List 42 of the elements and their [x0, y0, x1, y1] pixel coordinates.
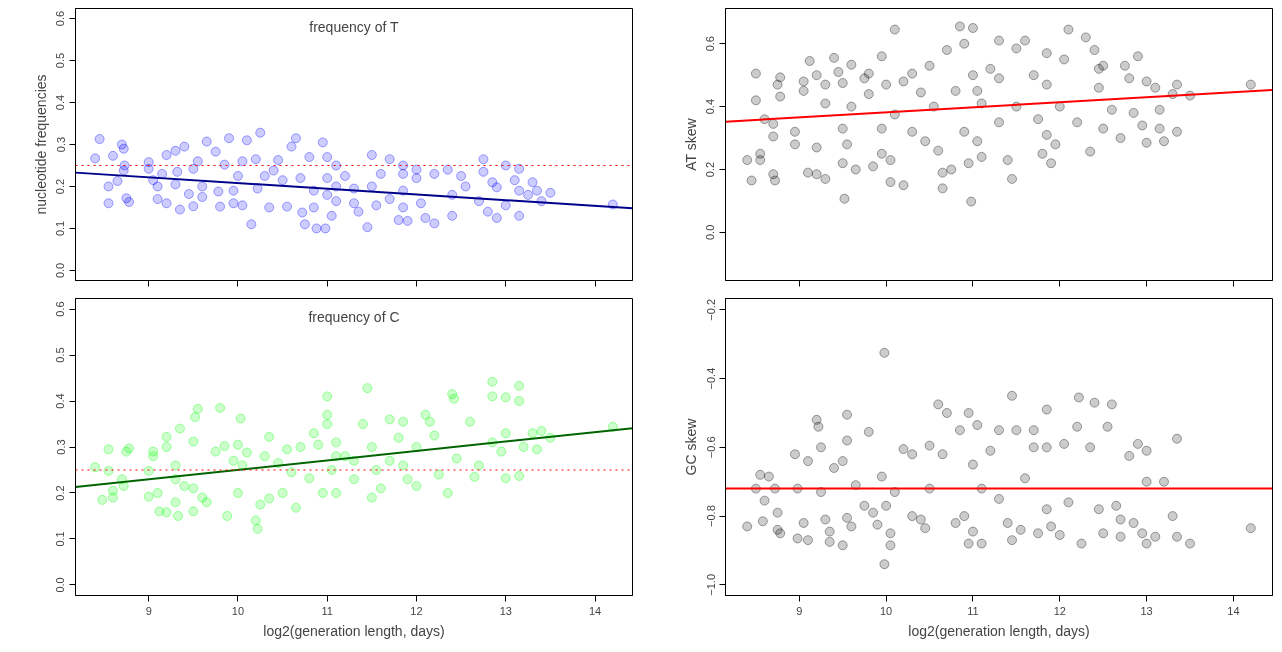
y-tick-label: 0.1 [54, 531, 67, 547]
x-axis-title: log2(generation length, days) [908, 622, 1090, 639]
y-tick-label: 0.5 [54, 347, 67, 363]
y-tick-label: 0.6 [54, 10, 67, 27]
y-tick-label: −1.0 [704, 573, 717, 596]
y-tick-label: −0.6 [704, 436, 717, 459]
y-tick-label: 0.6 [704, 36, 717, 52]
x-tick-label: 13 [499, 604, 512, 617]
x-tick-label: 14 [1227, 604, 1240, 617]
y-tick-label: 0.6 [54, 301, 67, 317]
x-tick-label: 11 [321, 604, 333, 617]
y-axis-title: GC skew [682, 417, 699, 476]
y-tick-label: 0.3 [54, 439, 67, 455]
y-tick-label: 0.2 [704, 161, 717, 178]
x-tick-label: 11 [967, 604, 979, 617]
y-tick-label: 0.2 [54, 178, 67, 195]
x-tick-label: 12 [1053, 604, 1066, 617]
y-tick-label: 0.4 [54, 393, 67, 409]
y-tick-label: −0.2 [704, 298, 717, 321]
x-tick-label: 10 [231, 604, 245, 617]
y-tick-label: −0.8 [704, 505, 717, 527]
y-tick-label: 0.0 [54, 577, 67, 593]
y-tick-label: 0.2 [54, 485, 67, 501]
x-tick-label: 10 [880, 604, 893, 617]
x-tick-label: 9 [796, 604, 803, 617]
y-tick-label: 0.5 [54, 52, 67, 69]
y-axis-title: AT skew [682, 117, 699, 171]
y-tick-label: 0.0 [704, 224, 717, 241]
y-tick-label: −0.4 [704, 367, 717, 390]
y-tick-label: 0.1 [54, 220, 67, 237]
y-tick-label: 0.4 [704, 98, 717, 115]
text: frequency of T [309, 18, 399, 35]
x-tick-label: 13 [1140, 604, 1153, 617]
x-tick-label: 14 [588, 604, 602, 617]
y-tick-label: 0.3 [54, 136, 67, 153]
y-tick-label: 0.0 [54, 262, 67, 279]
text: frequency of C [308, 308, 400, 325]
x-axis-title: log2(generation length, days) [263, 622, 445, 639]
y-tick-label: 0.4 [54, 94, 67, 111]
x-tick-label: 12 [410, 604, 423, 617]
y-axis-title: nucleotide frequencies [32, 74, 49, 215]
x-tick-label: 9 [145, 604, 152, 617]
